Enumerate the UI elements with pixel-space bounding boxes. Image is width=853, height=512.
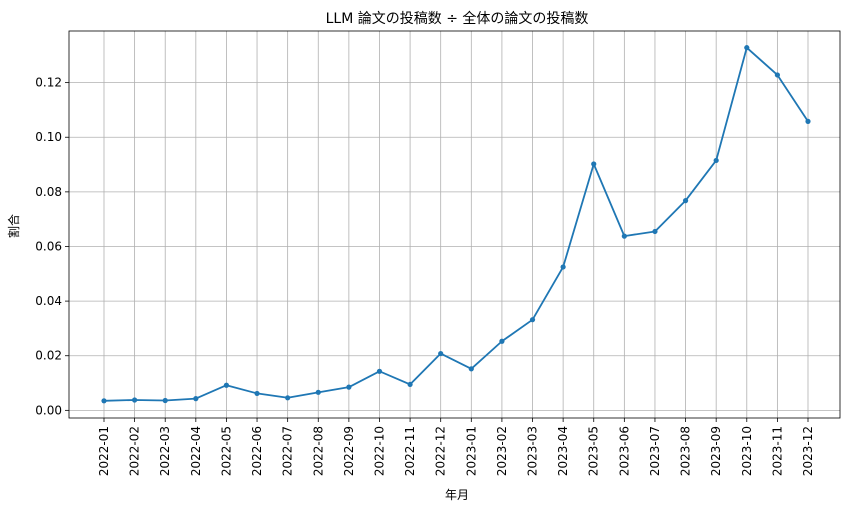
series-line	[103, 46, 809, 402]
data-point	[407, 381, 413, 388]
x-tick-label: 2022-12	[434, 426, 448, 476]
data-point	[132, 397, 138, 403]
x-tick-label: 2022-10	[372, 426, 386, 476]
x-axis-title: 年月	[445, 488, 469, 502]
data-point	[315, 389, 321, 395]
data-point	[101, 398, 107, 404]
x-tick-label: 2023-07	[648, 426, 662, 476]
data-point	[744, 45, 750, 51]
y-tick-label: 0.06	[35, 239, 62, 253]
x-tick-label: 2023-06	[617, 426, 631, 476]
data-point	[652, 228, 658, 235]
chart-title: LLM 論文の投稿数 ÷ 全体の論文の投稿数	[326, 10, 589, 27]
data-point	[529, 317, 536, 323]
x-tick-label: 2022-05	[219, 426, 233, 476]
x-tick-label: 2022-04	[189, 426, 203, 476]
data-point	[162, 397, 168, 404]
data-point	[805, 118, 811, 125]
x-tick-label: 2022-08	[311, 426, 325, 476]
x-tick-label: 2023-01	[464, 426, 478, 476]
y-tick-label: 0.12	[35, 76, 62, 90]
x-tick-label: 2023-09	[709, 426, 723, 476]
grid-lines	[69, 31, 840, 418]
data-point	[499, 338, 505, 344]
data-point	[621, 233, 627, 239]
plot-area-frame	[68, 30, 841, 419]
x-tick-label: 2022-03	[158, 426, 172, 476]
data-point	[193, 396, 199, 402]
data-point	[713, 157, 719, 164]
x-tick-label: 2023-03	[526, 426, 540, 476]
x-tick-label: 2023-05	[587, 426, 601, 476]
x-tick-label: 2023-11	[770, 426, 784, 476]
data-point	[468, 366, 474, 372]
data-point	[376, 368, 383, 374]
data-point	[682, 198, 689, 204]
x-tick-label: 2023-04	[556, 426, 570, 476]
x-tick-label: 2023-02	[495, 426, 509, 476]
x-axis: 2022-01 2022-02 2022-03 2022-04 2022-05 2022-…	[97, 418, 815, 476]
x-tick-label: 2023-10	[740, 426, 754, 476]
data-point	[591, 161, 597, 167]
y-tick-label: 0.00	[35, 403, 62, 417]
x-tick-label: 2023-08	[679, 426, 693, 476]
y-tick-label: 0.04	[35, 294, 62, 308]
data-point	[223, 382, 230, 388]
x-tick-label: 2022-06	[250, 426, 264, 476]
y-tick-label: 0.08	[35, 185, 62, 199]
data-point	[346, 384, 352, 390]
data-point	[254, 390, 260, 397]
data-point	[774, 72, 780, 78]
x-tick-label: 2022-09	[342, 426, 356, 476]
series-layer	[101, 45, 811, 404]
data-point	[438, 350, 444, 357]
y-axis: 0.00 0.02 0.04 0.06 0.08 0.10 0.12	[35, 76, 69, 417]
y-tick-label: 0.10	[35, 130, 62, 144]
x-tick-label: 2022-01	[97, 426, 111, 476]
y-axis-title: 割合	[6, 214, 21, 238]
data-point	[560, 264, 566, 270]
x-tick-label: 2022-02	[128, 426, 142, 476]
data-point	[285, 395, 291, 401]
y-tick-label: 0.02	[35, 349, 62, 363]
x-tick-label: 2023-12	[801, 426, 815, 476]
x-tick-label: 2022-07	[281, 426, 295, 476]
x-tick-label: 2022-11	[403, 426, 417, 476]
